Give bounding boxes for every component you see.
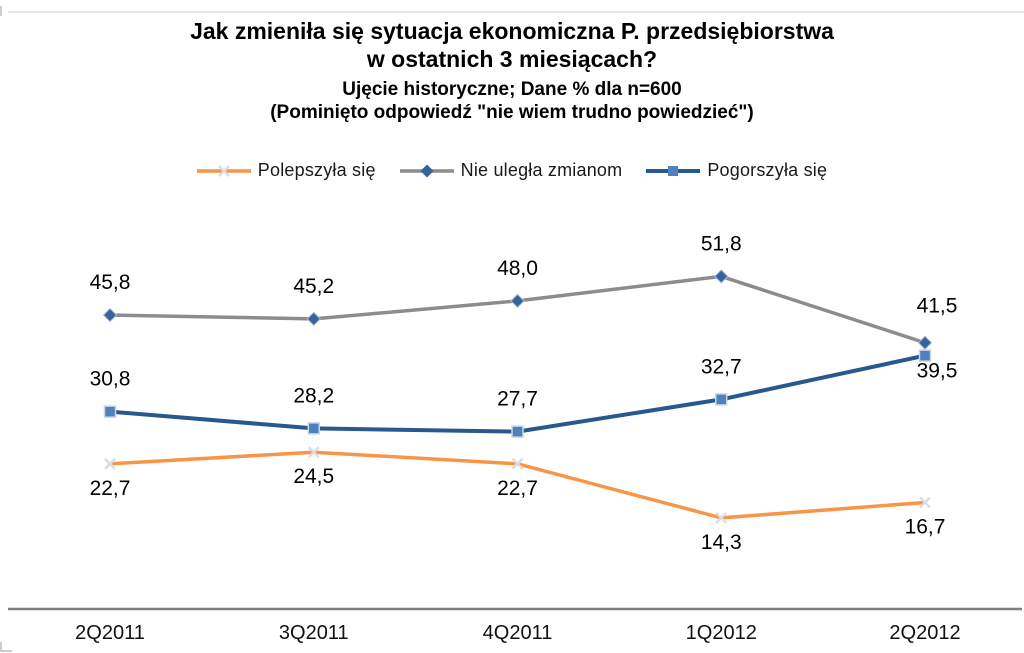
data-point-label: 14,3 xyxy=(701,531,742,554)
diamond-marker-icon xyxy=(102,307,118,323)
data-point-label: 32,7 xyxy=(701,355,742,378)
data-point-label: 30,8 xyxy=(90,368,131,391)
data-point-label: 48,0 xyxy=(497,257,538,280)
x-axis-tick-label: 2Q2012 xyxy=(889,622,960,644)
legend-item-polepszyla-sie: Polepszyła się xyxy=(196,160,376,181)
legend-line-sample-icon xyxy=(399,164,454,177)
legend-label: Polepszyła się xyxy=(257,160,376,180)
x-marker-icon xyxy=(715,512,728,524)
diamond-marker-icon xyxy=(306,311,321,327)
x-marker-icon xyxy=(307,446,320,459)
decorative-left-tick xyxy=(0,6,2,16)
legend-item-pogorszyla-sie: Pogorszyła się xyxy=(646,160,827,181)
square-marker-icon xyxy=(715,393,728,406)
data-point-label: 22,7 xyxy=(497,477,538,500)
data-point-label: 45,8 xyxy=(90,271,131,294)
diamond-marker-icon xyxy=(714,269,729,284)
legend-item-nie-ulegla-zmianom: Nie uległa zmianom xyxy=(399,160,623,181)
data-point-label: 22,7 xyxy=(90,477,131,500)
diamond-marker-icon xyxy=(510,293,525,309)
square-marker-icon xyxy=(511,425,524,438)
legend-label: Pogorszyła się xyxy=(707,160,828,180)
series-line xyxy=(109,274,926,345)
square-marker-icon xyxy=(103,405,117,418)
decorative-bottom-left-corner xyxy=(0,642,12,652)
data-point-label: 51,8 xyxy=(701,232,742,255)
data-point-label: 39,5 xyxy=(917,360,958,383)
chart-legend: Polepszyła się Nie uległa zmianom Pogors… xyxy=(0,160,1024,181)
chart-title-line2: w ostatnich 3 miesiącach? xyxy=(366,46,658,72)
data-point-label: 28,2 xyxy=(293,384,334,407)
x-marker-icon xyxy=(104,457,116,470)
x-marker-icon xyxy=(919,496,931,509)
x-axis-tick-label: 4Q2011 xyxy=(483,622,553,644)
legend-line-sample-icon xyxy=(646,165,701,176)
chart-subtitle-line1: Ujęcie historyczne; Dane % dla n=600 xyxy=(342,79,682,100)
legend-label: Nie uległa zmianom xyxy=(460,160,623,180)
x-marker-icon xyxy=(511,457,524,470)
chart-title-line1: Jak zmieniła się sytuacja ekonomiczna P.… xyxy=(190,18,834,44)
square-marker-icon xyxy=(307,422,320,435)
legend-line-sample-icon xyxy=(196,164,251,177)
x-axis-tick-label: 3Q2011 xyxy=(279,622,349,644)
x-axis-tick-label: 2Q2011 xyxy=(75,622,145,644)
chart-title-block: Jak zmieniła się sytuacja ekonomiczna P.… xyxy=(0,17,1024,124)
square-marker-icon xyxy=(918,349,932,362)
x-axis-tick-label: 1Q2012 xyxy=(686,622,757,644)
diamond-marker-icon xyxy=(917,335,933,350)
data-point-label: 45,2 xyxy=(293,275,334,298)
data-point-label: 41,5 xyxy=(917,295,958,318)
data-point-label: 24,5 xyxy=(293,465,334,488)
decorative-top-border xyxy=(8,11,1024,13)
data-point-label: 27,7 xyxy=(497,388,538,411)
chart-subtitle-line2: (Pominięto odpowiedź "nie wiem trudno po… xyxy=(270,102,754,123)
data-point-label: 16,7 xyxy=(905,515,946,538)
